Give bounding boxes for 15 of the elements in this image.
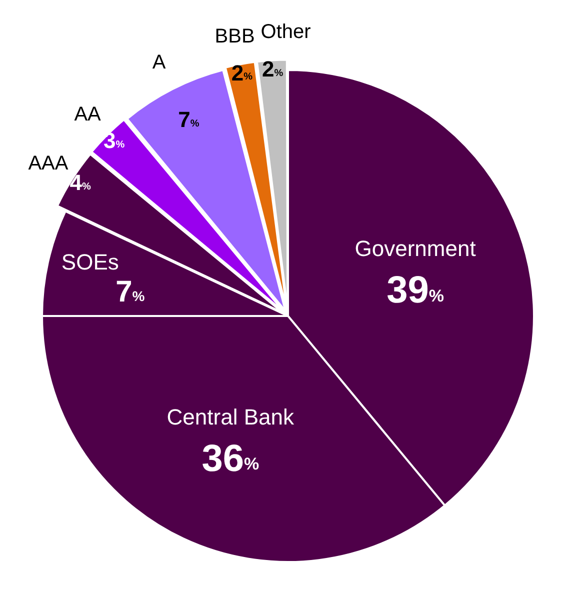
slice-label: SOEs xyxy=(61,249,119,274)
slice-label: AAA xyxy=(28,152,69,174)
slice-label: AA xyxy=(74,104,102,126)
slice-label: Government xyxy=(354,236,476,262)
slice-label: A xyxy=(152,51,166,74)
data-label: 2% xyxy=(262,56,284,82)
data-label: 7% xyxy=(178,107,200,132)
data-label: 2% xyxy=(231,60,253,86)
slice-label: Central Bank xyxy=(166,404,295,430)
data-label: 4% xyxy=(70,170,91,196)
data-label: 39% xyxy=(386,270,444,312)
data-label: 7% xyxy=(116,276,146,309)
slice-label: BBB xyxy=(214,26,255,48)
slice-label: Other xyxy=(260,21,312,44)
data-label: 36% xyxy=(202,438,260,480)
